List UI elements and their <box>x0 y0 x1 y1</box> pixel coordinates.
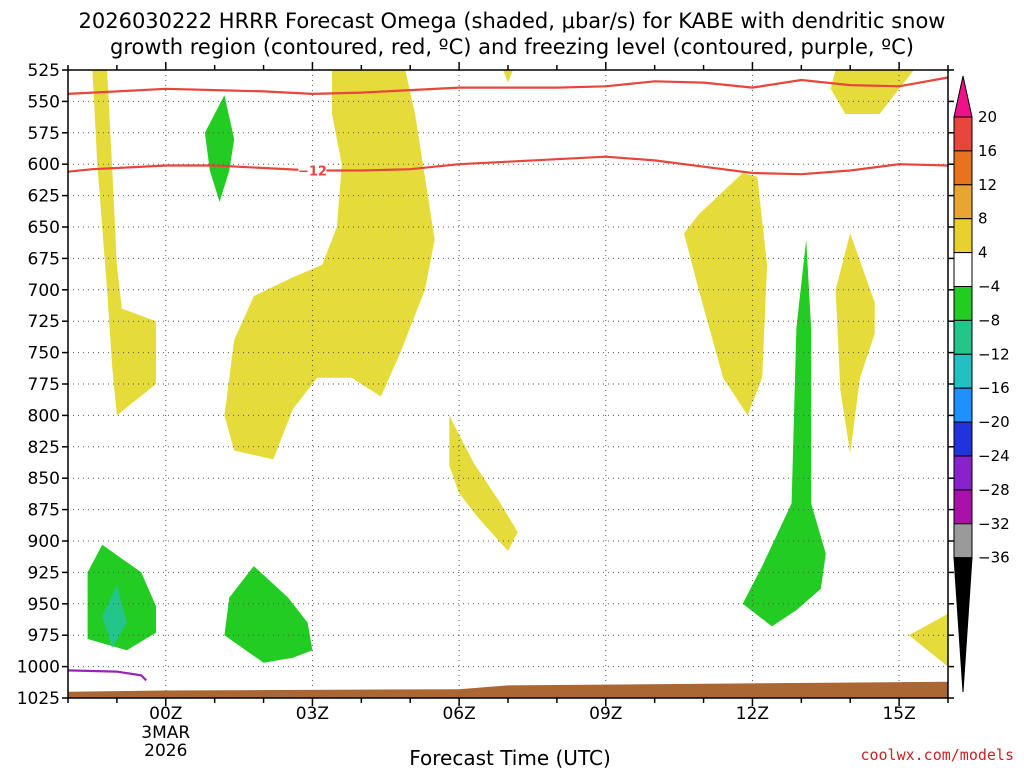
colorbar-top-arrow <box>953 75 973 118</box>
colorbar-bin <box>953 319 973 355</box>
shaded-region-omega-neg-4 <box>742 239 826 627</box>
x-axis-label: Forecast Time (UTC) <box>409 746 611 768</box>
colorbar-bin <box>953 489 973 525</box>
colorbar-bin <box>953 455 973 491</box>
y-tick-label: 1000 <box>17 658 60 678</box>
colorbar-level-label: 12 <box>978 176 997 194</box>
y-tick-label: 525 <box>28 61 60 81</box>
y-tick-label: 800 <box>28 406 60 426</box>
colorbar-bin <box>953 523 973 559</box>
shaded-region-omega-pos-mid <box>449 415 518 551</box>
x-tick-sublabel-year: 2026 <box>144 741 187 761</box>
grid-lines <box>68 70 948 698</box>
y-tick-label: 575 <box>28 124 60 144</box>
y-tick-label: 975 <box>28 626 60 646</box>
shaded-region-omega-pos-big <box>224 70 435 460</box>
colorbar-bin <box>953 252 973 288</box>
y-tick-label: 650 <box>28 218 60 238</box>
y-tick-label: 925 <box>28 563 60 583</box>
colorbar-level-label: −28 <box>978 481 1010 499</box>
y-tick-label: 675 <box>28 249 60 269</box>
y-tick-label: 600 <box>28 155 60 175</box>
colorbar-level-label: −20 <box>978 413 1010 431</box>
shaded-region-omega-pos-west <box>92 70 156 416</box>
colorbar: 20 16 12 8 4 −4 −8 −12 −16 −20 −24 −28 −32 −36 <box>953 75 1010 693</box>
y-tick-label: 825 <box>28 438 60 458</box>
colorbar-level-label: 20 <box>978 108 997 126</box>
colorbar-bin <box>953 150 973 186</box>
shaded-region-omega-pos-small-top <box>503 70 513 83</box>
y-tick-label: 750 <box>28 344 60 364</box>
colorbar-level-label: −16 <box>978 379 1010 397</box>
shaded-region-omega-pos-right2 <box>835 233 875 454</box>
y-tick-label: 1025 <box>17 689 60 709</box>
shaded-region-omega-pos-topright <box>830 70 914 114</box>
y-tick-label: 725 <box>28 312 60 332</box>
colorbar-level-label: −32 <box>978 515 1010 533</box>
surface-fill <box>68 681 948 698</box>
contour-label-bg <box>298 163 327 178</box>
y-tick-label: 625 <box>28 187 60 207</box>
chart-title-line-1: 2026030222 HRRR Forecast Omega (shaded, … <box>79 9 946 33</box>
chart-title-line-2: growth region (contoured, red, ºC) and f… <box>110 35 914 59</box>
y-tick-label: 775 <box>28 375 60 395</box>
contour-label: −12 <box>298 164 327 179</box>
colorbar-level-label: 16 <box>978 142 997 160</box>
shaded-region-omega-neg-2 <box>224 566 313 663</box>
colorbar-bin <box>953 116 973 152</box>
contour-dgz-top <box>67 76 949 96</box>
y-tick-label: 950 <box>28 595 60 615</box>
shaded-region-omega-neg-3 <box>204 95 235 202</box>
surface-terrain <box>68 681 948 698</box>
colorbar-bin <box>953 218 973 254</box>
y-tick-label: 550 <box>28 92 60 112</box>
colorbar-level-label: −4 <box>978 278 1000 296</box>
credit-text: coolwx.com/models <box>860 746 1014 764</box>
shaded-region-omega-neg-1-core <box>102 585 127 648</box>
colorbar-level-label: 8 <box>978 210 988 228</box>
omega-shaded-regions <box>87 70 948 667</box>
x-tick-label: 03Z <box>296 704 329 724</box>
colorbar-bottom-arrow <box>953 557 973 693</box>
y-axis: 525 550 575 600 625 650 675 700 725 750 775 800 825 8… <box>17 61 954 709</box>
colorbar-level-label: 4 <box>978 244 988 262</box>
y-tick-label: 900 <box>28 532 60 552</box>
colorbar-level-label: −12 <box>978 345 1010 363</box>
y-tick-label: 875 <box>28 501 60 521</box>
contour-lines <box>67 76 949 682</box>
colorbar-level-label: −8 <box>978 311 1000 329</box>
x-tick-label: 00Z <box>149 704 182 724</box>
colorbar-level-label: −24 <box>978 447 1010 465</box>
x-tick-label: 06Z <box>442 704 475 724</box>
x-tick-label: 15Z <box>882 704 915 724</box>
colorbar-bin <box>953 286 973 321</box>
colorbar-bin <box>953 184 973 220</box>
x-tick-sublabel-date: 3MAR <box>141 723 190 743</box>
shaded-region-omega-neg-1 <box>87 544 156 651</box>
x-tick-label: 12Z <box>736 704 769 724</box>
colorbar-level-label: −36 <box>978 549 1010 567</box>
y-tick-label: 700 <box>28 281 60 301</box>
contour-freezing-level <box>67 669 147 682</box>
colorbar-bin <box>953 421 973 457</box>
shaded-region-omega-pos-right1 <box>684 173 768 416</box>
contour-−12 <box>67 155 949 176</box>
x-tick-label: 09Z <box>589 704 622 724</box>
y-tick-label: 850 <box>28 469 60 489</box>
colorbar-bin <box>953 387 973 423</box>
colorbar-bin <box>953 353 973 389</box>
shaded-region-omega-pos-bottomright <box>908 613 948 667</box>
